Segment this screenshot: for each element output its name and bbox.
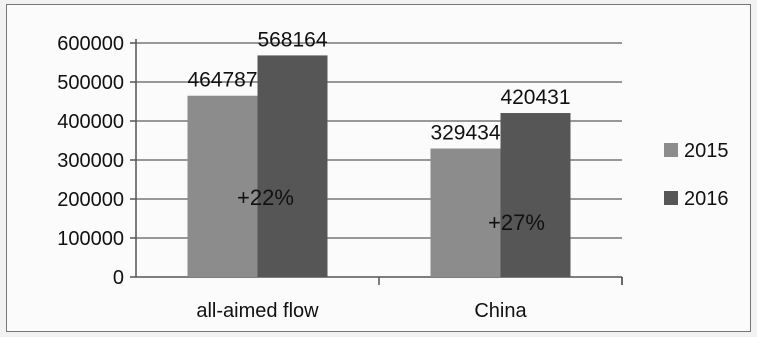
annotation-label: +22% (237, 185, 294, 210)
y-tick-label: 300000 (57, 150, 124, 172)
annotation-label: +27% (488, 210, 545, 235)
y-tick-label: 600000 (57, 33, 124, 55)
data-label: 568164 (257, 28, 327, 51)
data-label: 329434 (430, 122, 500, 145)
x-tick-label: all-aimed flow (196, 300, 319, 322)
bar-2015-1 (430, 148, 501, 277)
data-label: 420431 (500, 86, 570, 109)
legend-label: 2016 (684, 188, 729, 210)
legend-swatch (664, 143, 678, 157)
data-label: 464787 (187, 69, 257, 92)
bar-2015-0 (187, 95, 258, 278)
y-tick-label: 200000 (57, 189, 124, 211)
x-tick-label: China (474, 300, 527, 322)
y-tick-label: 100000 (57, 228, 124, 250)
bar-2016-0 (257, 55, 328, 277)
bar-2016-1 (500, 113, 571, 277)
legend-label: 2015 (684, 140, 729, 162)
legend-swatch (664, 191, 678, 205)
y-tick-label: 500000 (57, 72, 124, 94)
y-tick-label: 0 (113, 267, 124, 289)
y-tick-label: 400000 (57, 111, 124, 133)
